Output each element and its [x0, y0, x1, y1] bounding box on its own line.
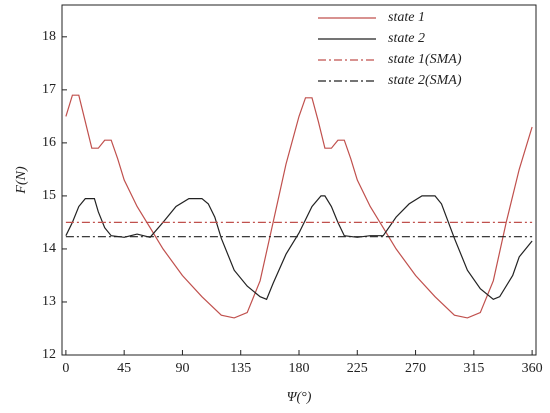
x-tick-label: 45	[117, 361, 131, 376]
y-tick-label: 15	[42, 188, 56, 203]
y-tick-label: 18	[42, 29, 56, 44]
legend-label: state 1(SMA)	[388, 52, 462, 67]
x-tick-label: 360	[522, 361, 543, 376]
y-axis-label: F(N)	[14, 166, 29, 195]
x-tick-label: 315	[463, 361, 484, 376]
x-tick-label: 0	[62, 361, 69, 376]
y-tick-label: 16	[42, 135, 56, 150]
series-line	[65, 195, 533, 301]
legend-label: state 2(SMA)	[388, 73, 462, 88]
x-tick-label: 90	[175, 361, 189, 376]
x-tick-label: 135	[230, 361, 251, 376]
x-axis-label: Ψ(°)	[287, 390, 312, 405]
legend-label: state 2	[388, 31, 425, 46]
x-tick-label: 270	[405, 361, 426, 376]
y-tick-label: 17	[42, 82, 56, 97]
legend-label: state 1	[388, 10, 425, 25]
y-tick-label: 14	[42, 241, 56, 256]
x-tick-label: 180	[289, 361, 310, 376]
plot-frame	[61, 4, 537, 356]
y-tick-label: 13	[42, 294, 56, 309]
x-tick-label: 225	[347, 361, 368, 376]
y-tick-label: 12	[42, 347, 56, 362]
series-line	[65, 94, 533, 319]
